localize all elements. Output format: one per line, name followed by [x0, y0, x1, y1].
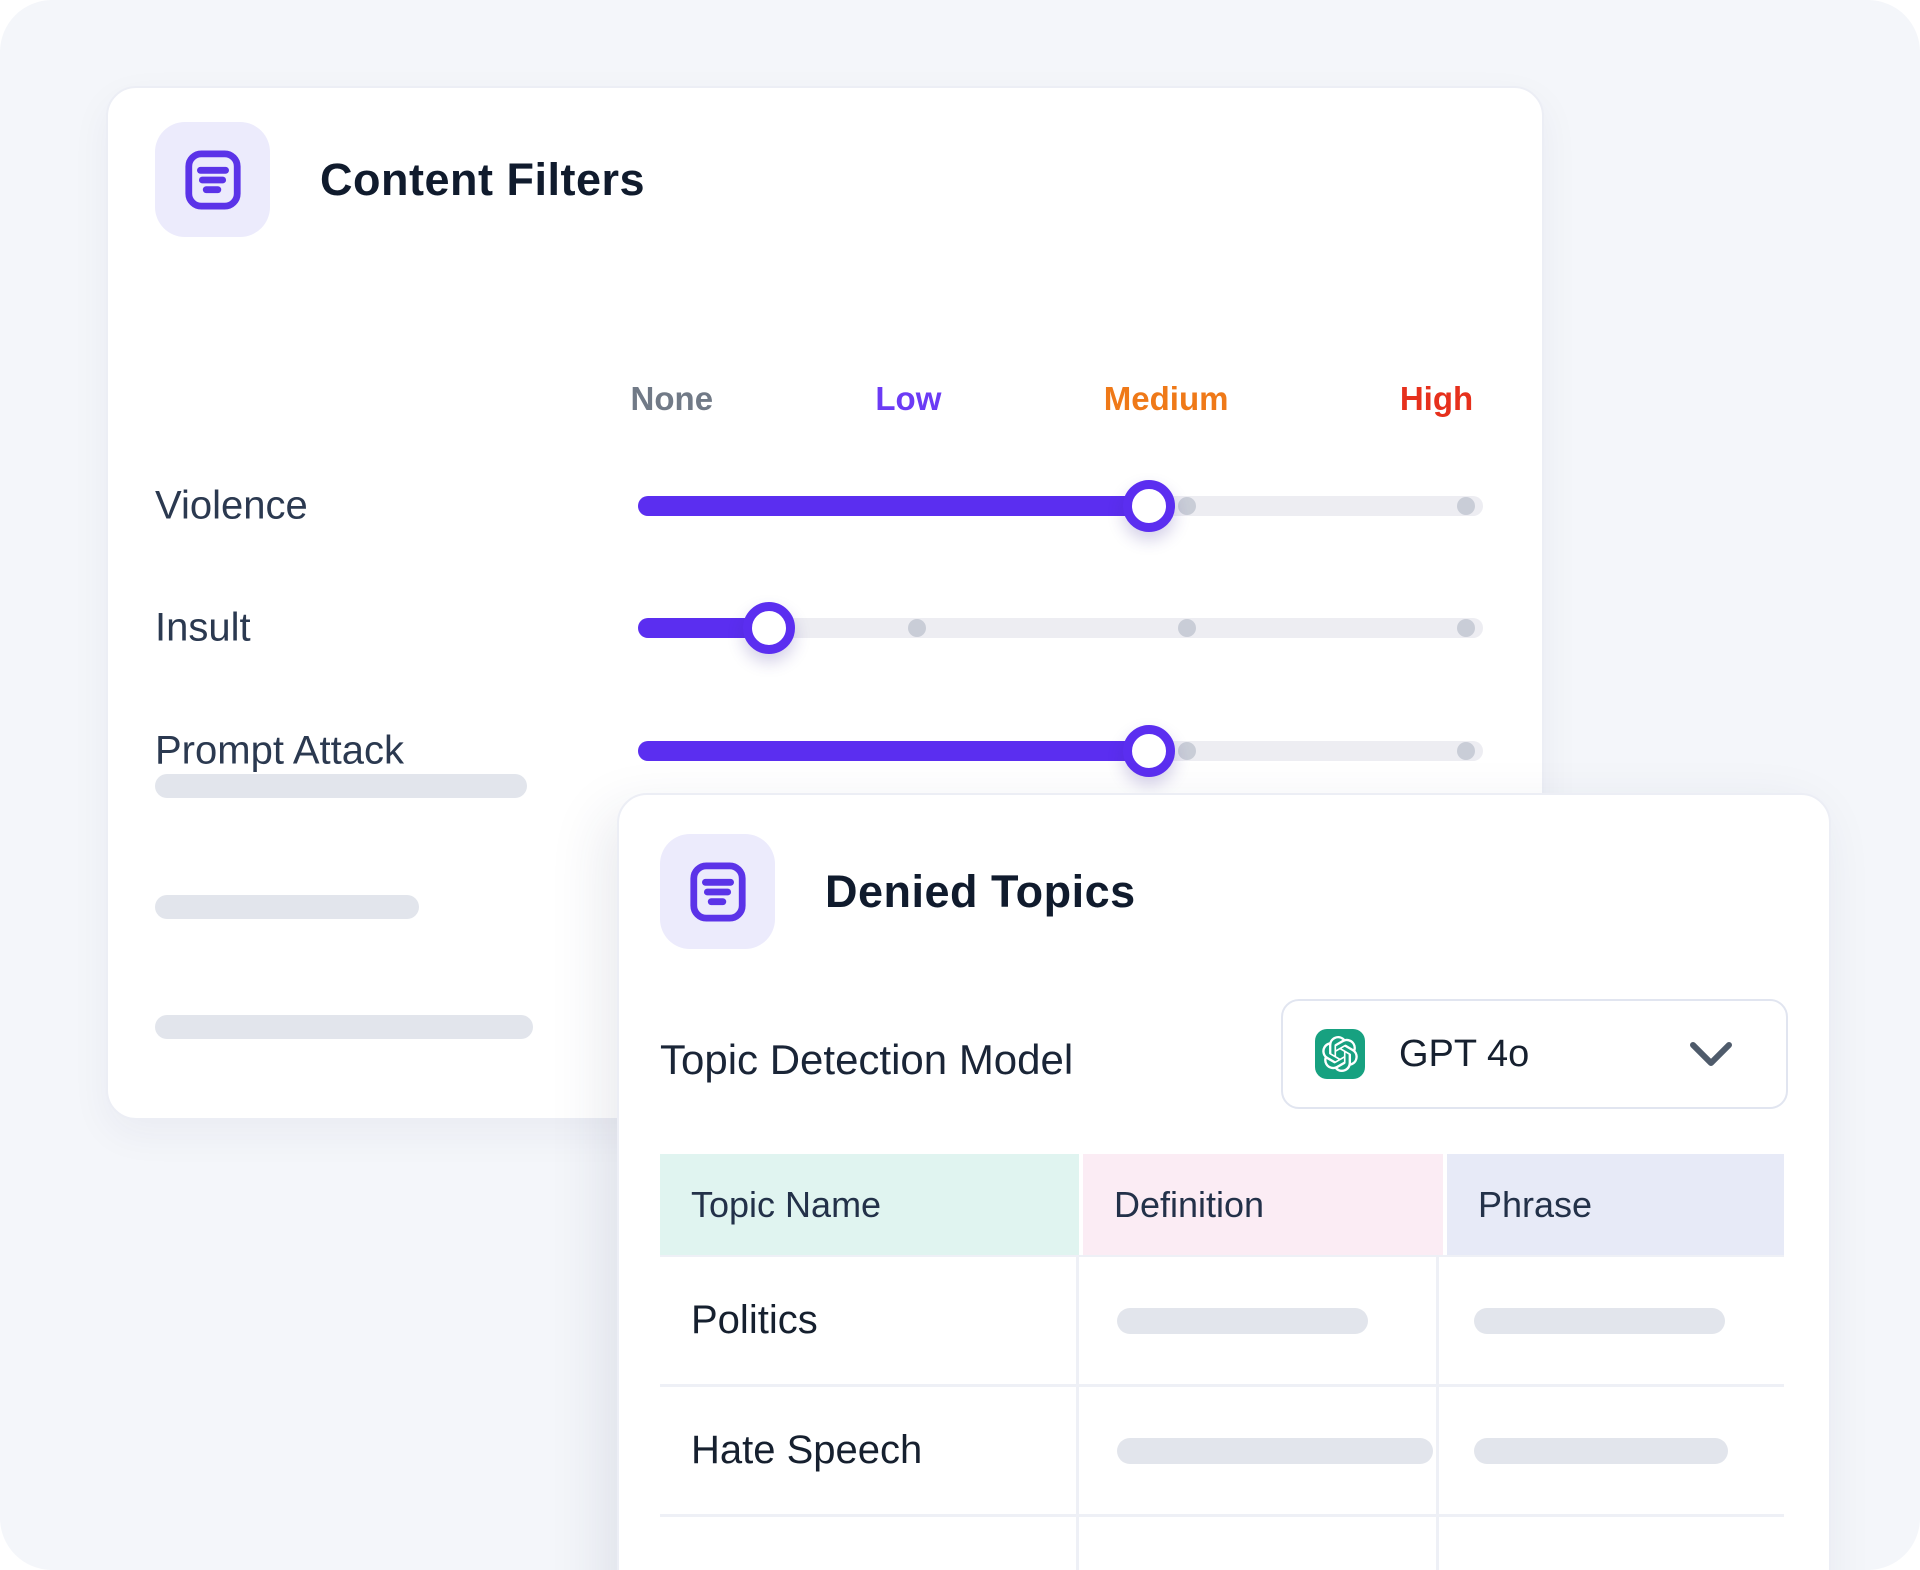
- slider-stop-dot: [907, 619, 926, 637]
- content-filters-header: Content Filters: [155, 122, 645, 237]
- slider-stop-dot: [1457, 619, 1476, 637]
- denied-topics-header: Denied Topics: [660, 834, 1136, 949]
- definition-cell: [1079, 1387, 1439, 1514]
- topic-detection-model-select[interactable]: GPT 4o: [1281, 999, 1788, 1109]
- skeleton-bar: [155, 1015, 533, 1039]
- column-header-phrase: Phrase: [1447, 1154, 1784, 1255]
- slider-stop-dot: [1457, 497, 1476, 515]
- content-filters-title: Content Filters: [320, 153, 646, 205]
- insult-label: Insult: [155, 605, 251, 650]
- violence-slider-thumb[interactable]: [1123, 480, 1176, 532]
- slider-stop-dot: [1457, 742, 1476, 760]
- document-lines-icon: [660, 834, 775, 949]
- slider-stop-dot: [1178, 742, 1197, 760]
- chevron-down-icon: [1688, 1039, 1734, 1069]
- filter-level-scale: None Low Medium High: [631, 380, 1483, 428]
- table-row: [660, 1517, 1784, 1570]
- table-body: Politics Hate Speech: [660, 1255, 1784, 1570]
- slider-fill: [638, 618, 769, 638]
- slider-stop-dot: [1178, 497, 1197, 515]
- slider-stop-dot: [1178, 619, 1197, 637]
- denied-topics-table: Topic Name Definition Phrase Politics Ha…: [660, 1154, 1784, 1570]
- definition-cell: [1079, 1257, 1439, 1384]
- openai-logo-icon: [1315, 1029, 1365, 1079]
- placeholder-pill: [1117, 1307, 1368, 1334]
- definition-cell: [1079, 1517, 1439, 1570]
- level-label-medium: Medium: [1103, 380, 1229, 417]
- prompt-attack-label: Prompt Attack: [155, 728, 404, 773]
- slider-fill: [638, 496, 1150, 516]
- topic-name-cell: Politics: [660, 1257, 1079, 1384]
- topic-name-cell: [660, 1517, 1079, 1570]
- slider-fill: [638, 741, 1150, 761]
- column-header-definition: Definition: [1083, 1154, 1443, 1255]
- denied-topics-title: Denied Topics: [825, 865, 1136, 917]
- phrase-cell: [1439, 1387, 1784, 1514]
- table-row: Politics: [660, 1257, 1784, 1387]
- topic-name-cell: Hate Speech: [660, 1387, 1079, 1514]
- level-label-high: High: [1399, 380, 1474, 417]
- skeleton-bar: [155, 774, 527, 798]
- phrase-cell: [1439, 1517, 1784, 1570]
- placeholder-pill: [1117, 1437, 1433, 1464]
- level-label-low: Low: [875, 380, 942, 417]
- denied-topics-card: Denied Topics Topic Detection Model GPT …: [617, 793, 1831, 1570]
- violence-slider[interactable]: [638, 480, 1483, 532]
- prompt-attack-slider[interactable]: [638, 725, 1483, 777]
- skeleton-bar: [155, 895, 419, 919]
- topic-detection-model-label: Topic Detection Model: [660, 1036, 1074, 1083]
- selected-model-value: GPT 4o: [1399, 1032, 1530, 1075]
- column-header-topic-name: Topic Name: [660, 1154, 1079, 1255]
- table-row: Hate Speech: [660, 1387, 1784, 1517]
- insult-slider-thumb[interactable]: [742, 602, 795, 654]
- level-label-none: None: [630, 380, 714, 417]
- placeholder-pill: [1474, 1307, 1725, 1334]
- prompt-attack-slider-thumb[interactable]: [1123, 725, 1176, 777]
- document-lines-icon: [155, 122, 270, 237]
- table-header-row: Topic Name Definition Phrase: [660, 1154, 1784, 1255]
- placeholder-pill: [1474, 1437, 1728, 1464]
- phrase-cell: [1439, 1257, 1784, 1384]
- insult-slider[interactable]: [638, 602, 1483, 654]
- violence-label: Violence: [155, 483, 308, 528]
